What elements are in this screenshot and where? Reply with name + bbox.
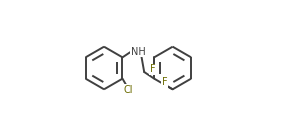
Text: NH: NH bbox=[131, 47, 146, 57]
Text: F: F bbox=[162, 77, 167, 87]
Text: F: F bbox=[150, 64, 155, 74]
Text: Cl: Cl bbox=[123, 85, 133, 95]
